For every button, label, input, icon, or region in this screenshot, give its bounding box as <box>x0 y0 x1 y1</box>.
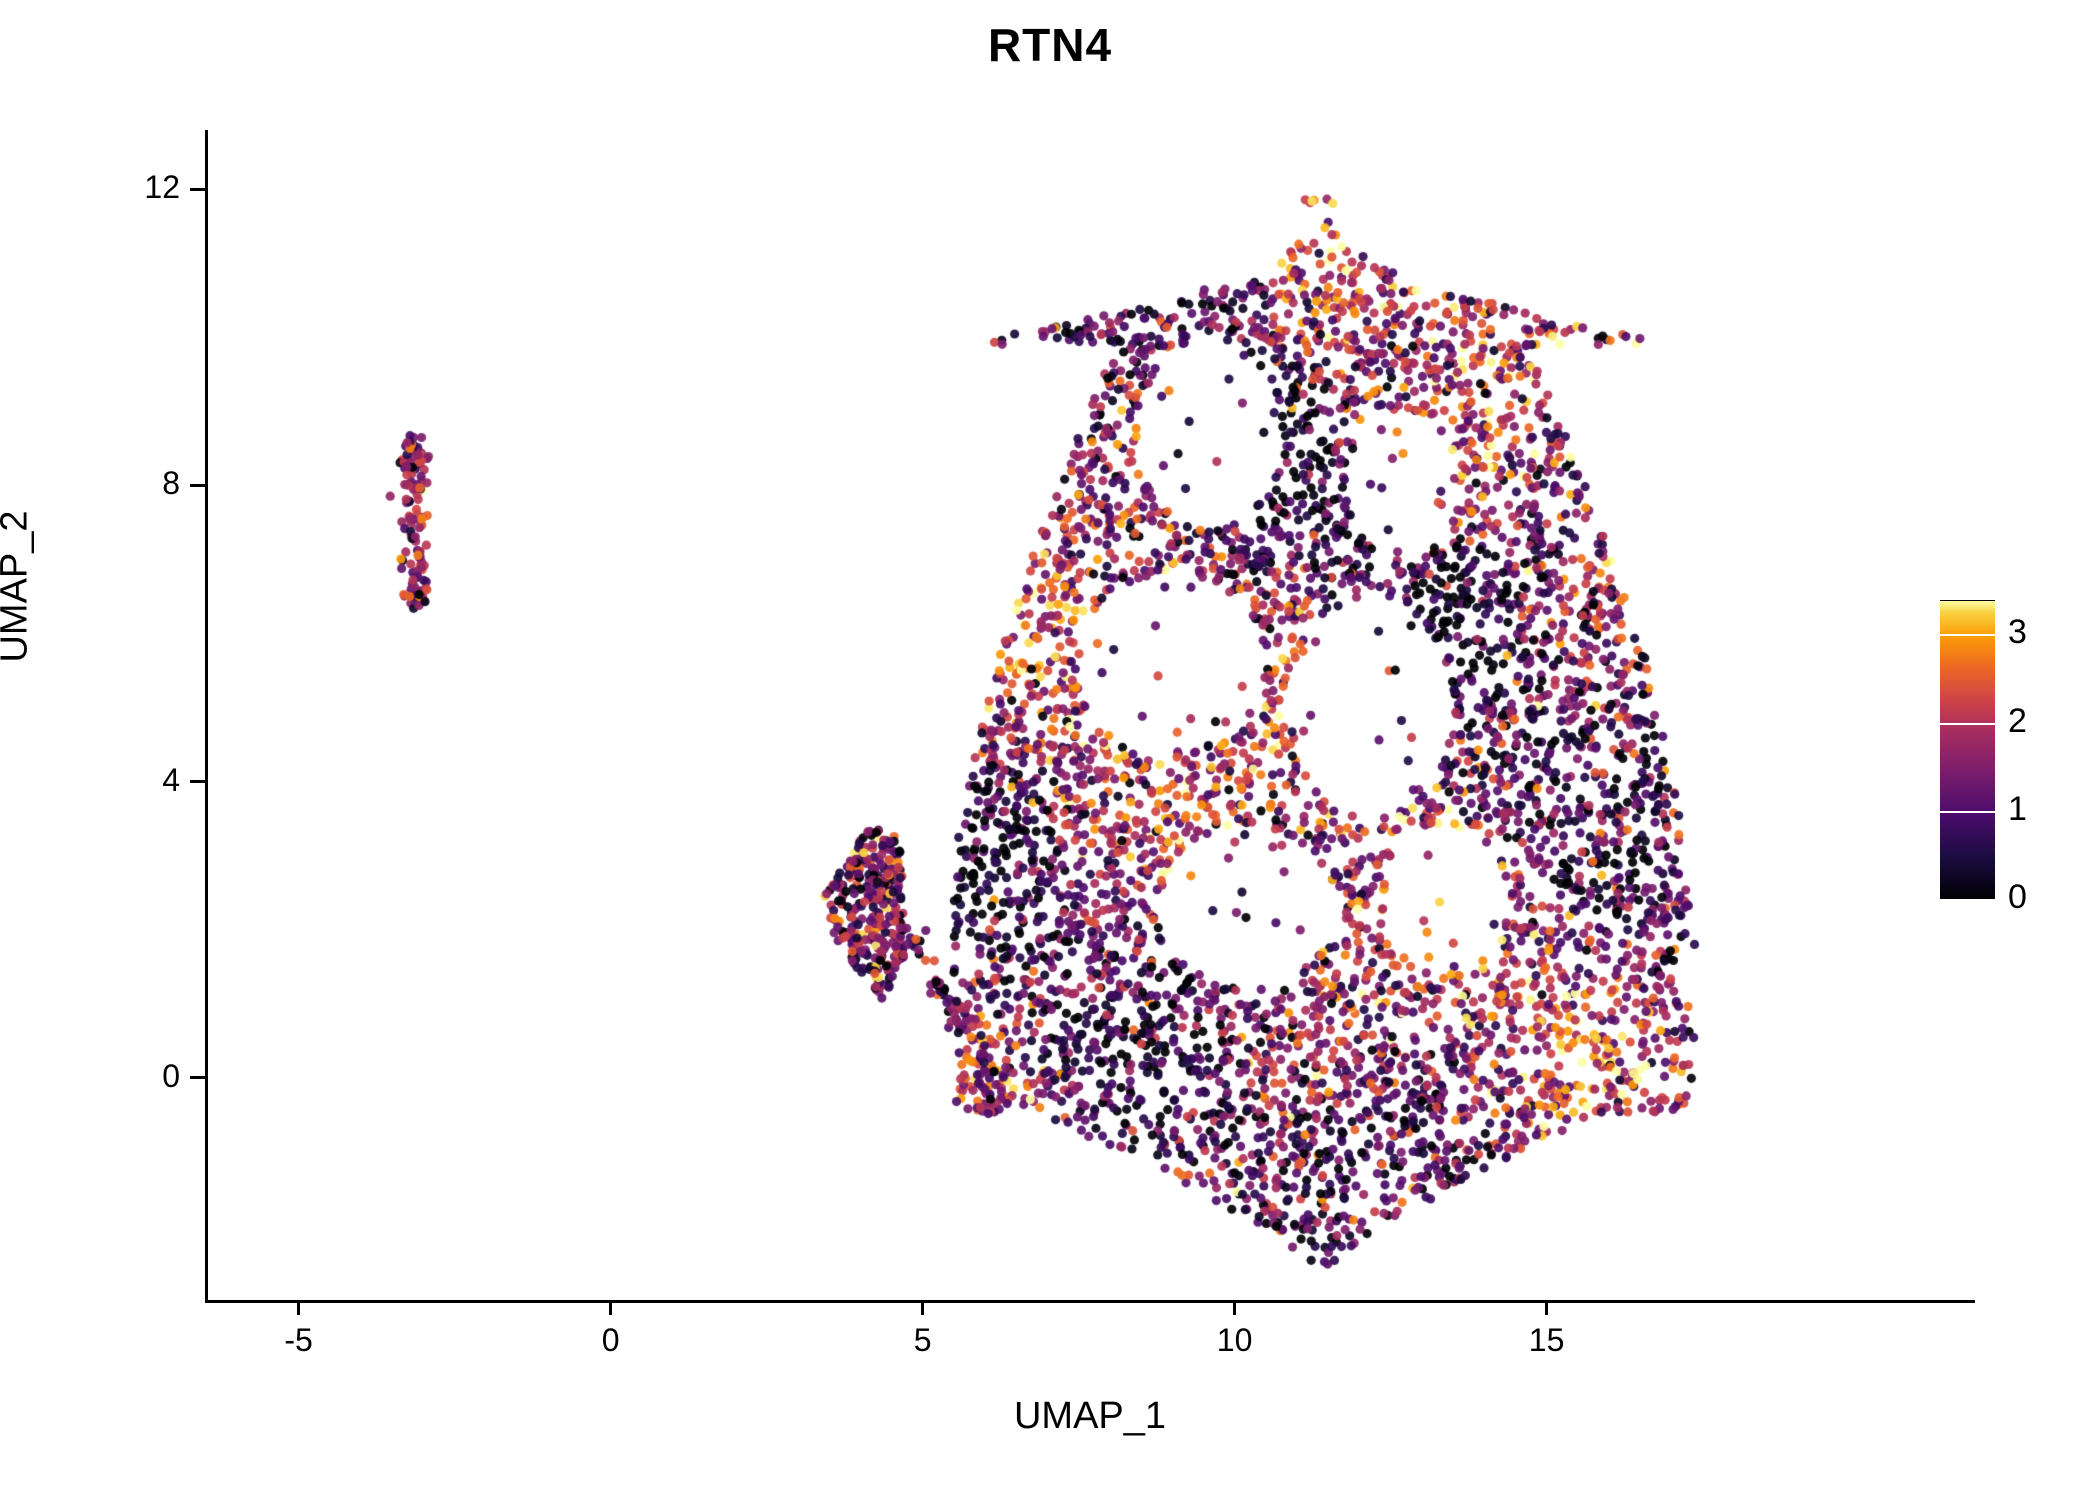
colorbar-legend[interactable]: 0 1 2 3 <box>1940 600 2100 920</box>
colorbar-gradient <box>1940 600 1995 900</box>
x-axis-tick <box>1545 1300 1548 1315</box>
x-axis-tick-label: 0 <box>571 1322 651 1359</box>
umap-plot-container: RTN4 0 4 8 12 -5 0 5 10 15 UMAP_1 UMAP_2 0123 <box>0 0 2100 1500</box>
x-axis-tick-label: 10 <box>1195 1322 1275 1359</box>
y-axis-tick-label: 0 <box>110 1058 180 1095</box>
y-axis-tick <box>190 780 205 783</box>
colorbar-tick <box>1940 811 2000 813</box>
colorbar-tick <box>1940 723 2000 725</box>
x-axis-tick-label: 15 <box>1507 1322 1587 1359</box>
x-axis-tick-label: -5 <box>259 1322 339 1359</box>
y-axis-tick <box>190 188 205 191</box>
y-axis-tick-label: 4 <box>110 762 180 799</box>
plot-area <box>205 130 1765 1300</box>
colorbar-tick <box>1940 899 2000 901</box>
colorbar-tick-label: 2 <box>2008 702 2027 741</box>
x-axis-title: UMAP_1 <box>205 1395 1975 1438</box>
x-axis-tick <box>609 1300 612 1315</box>
scatter-canvas[interactable] <box>205 130 1765 1300</box>
y-axis-tick-label: 12 <box>110 169 180 206</box>
x-axis-tick <box>921 1300 924 1315</box>
y-axis-line <box>205 130 208 1300</box>
x-axis-tick <box>297 1300 300 1315</box>
x-axis-line <box>205 1300 1975 1303</box>
y-axis-title: UMAP_2 <box>0 437 37 737</box>
x-axis-tick-label: 5 <box>883 1322 963 1359</box>
colorbar-tick <box>1940 634 2000 636</box>
y-axis-tick <box>190 484 205 487</box>
colorbar-tick-label: 3 <box>2008 613 2027 652</box>
y-axis-tick <box>190 1076 205 1079</box>
y-axis-tick-label: 8 <box>110 465 180 502</box>
colorbar-tick-label: 0 <box>2008 878 2027 917</box>
x-axis-tick <box>1233 1300 1236 1315</box>
colorbar-tick-label: 1 <box>2008 790 2027 829</box>
plot-title: RTN4 <box>0 18 2100 72</box>
